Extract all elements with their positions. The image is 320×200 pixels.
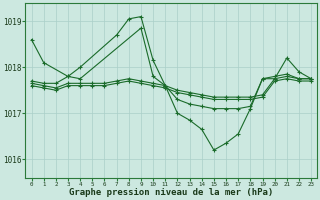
X-axis label: Graphe pression niveau de la mer (hPa): Graphe pression niveau de la mer (hPa) bbox=[69, 188, 274, 197]
